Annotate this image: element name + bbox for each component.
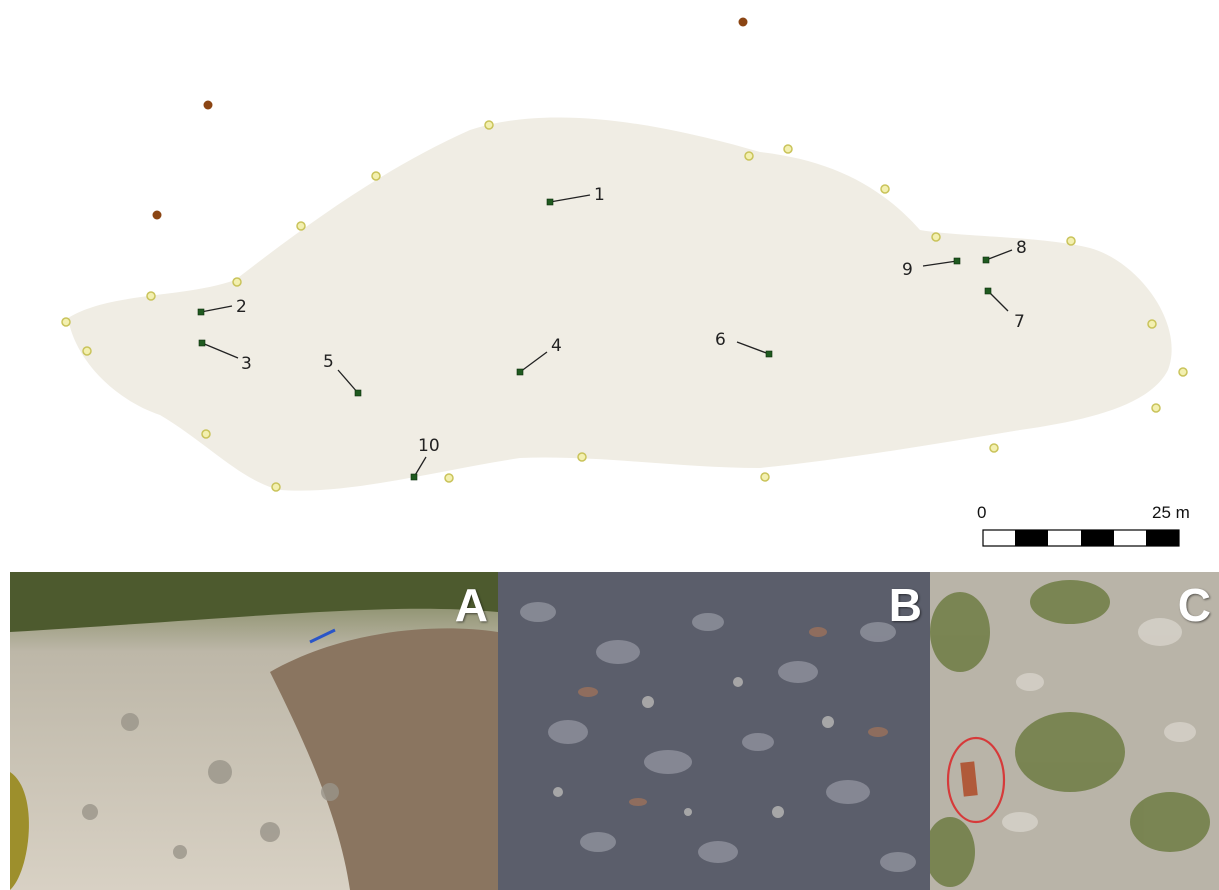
boundary-point <box>1147 319 1157 329</box>
sample-point-marker <box>765 350 773 358</box>
outside-point <box>152 210 162 220</box>
photo-label-c: C <box>1177 579 1211 631</box>
outside-point <box>203 100 213 110</box>
photo-panel-b: B <box>498 572 930 890</box>
boundary-point <box>1066 236 1076 246</box>
photo-label-a: A <box>454 579 488 631</box>
outside-points <box>152 17 748 220</box>
photo-label-b: B <box>888 579 922 631</box>
sample-point-label: 3 <box>241 354 252 374</box>
sample-point-marker <box>354 389 362 397</box>
sample-point-label: 4 <box>551 336 562 356</box>
sample-point-marker <box>982 256 990 264</box>
scale-bar-start-label: 0 <box>977 503 986 522</box>
boundary-point <box>783 144 793 154</box>
sample-point-label: 8 <box>1016 238 1027 258</box>
boundary-point <box>931 232 941 242</box>
boundary-point <box>880 184 890 194</box>
sample-point-label: 1 <box>594 185 605 205</box>
photo-b-image <box>498 572 930 890</box>
sample-point-label: 5 <box>323 352 334 372</box>
highlight-ellipse <box>946 736 1006 824</box>
scale-bar-end-label: 25 m <box>1152 503 1190 522</box>
boundary-point <box>444 473 454 483</box>
sample-point-marker <box>197 308 205 316</box>
sample-point-label: 10 <box>418 436 440 456</box>
boundary-point <box>744 151 754 161</box>
sample-point-marker <box>516 368 524 376</box>
boundary-point <box>577 452 587 462</box>
boundary-point <box>484 120 494 130</box>
outside-point <box>738 17 748 27</box>
sample-point-label: 2 <box>236 297 247 317</box>
boundary-point <box>271 482 281 492</box>
sample-point-marker <box>198 339 206 347</box>
photo-panel-a: A <box>10 572 498 890</box>
scale-bar: 0 25 m <box>977 503 1190 547</box>
sample-point-label: 7 <box>1014 312 1025 332</box>
sample-point-marker <box>410 473 418 481</box>
boundary-point <box>201 429 211 439</box>
boundary-points <box>61 120 1188 492</box>
photo-a-image <box>10 572 498 890</box>
site-area-polygon <box>68 117 1172 491</box>
photo-panel-c: C <box>930 572 1219 890</box>
boundary-point <box>296 221 306 231</box>
boundary-point <box>1151 403 1161 413</box>
boundary-point <box>146 291 156 301</box>
boundary-point <box>760 472 770 482</box>
sample-point-marker <box>953 257 961 265</box>
boundary-point <box>371 171 381 181</box>
boundary-point <box>61 317 71 327</box>
sample-points <box>200 194 1013 478</box>
boundary-point <box>1178 367 1188 377</box>
sample-point-label: 9 <box>902 260 913 280</box>
sample-point-marker <box>984 287 992 295</box>
site-map: 1 2 3 4 5 6 7 8 9 10 0 25 m <box>61 17 1190 547</box>
photo-c-image <box>930 572 1219 890</box>
sample-point-label: 6 <box>715 330 726 350</box>
boundary-point <box>989 443 999 453</box>
boundary-point <box>82 346 92 356</box>
boundary-point <box>232 277 242 287</box>
sample-point-marker <box>546 198 554 206</box>
